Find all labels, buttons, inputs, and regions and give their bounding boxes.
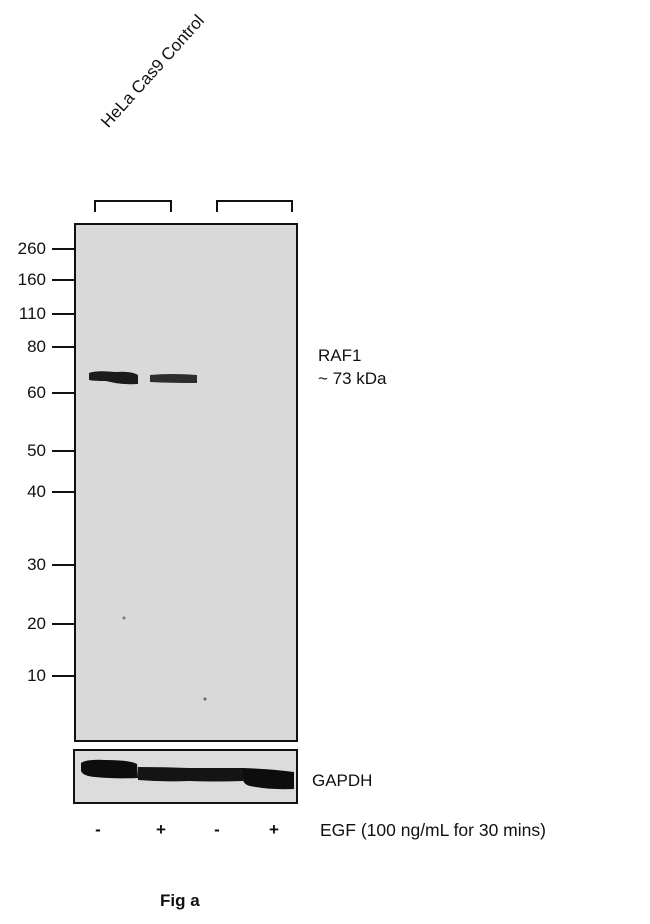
figure-label: Fig a <box>160 891 200 910</box>
treatment-sign-lane-4: + <box>269 820 279 839</box>
lane-group-bracket-1 <box>94 200 172 212</box>
marker-label: 40 <box>27 482 46 501</box>
treatment-sign-lane-3: - <box>214 820 220 839</box>
gapdh-blot <box>73 749 298 804</box>
gapdh-band-lane-1 <box>81 759 138 779</box>
marker-tick <box>52 450 75 452</box>
marker-tick <box>52 248 75 250</box>
marker-label: 50 <box>27 441 46 460</box>
marker-tick <box>52 313 75 315</box>
marker-label: 160 <box>17 270 46 289</box>
marker-tick <box>52 279 75 281</box>
gapdh-band-lane-4 <box>243 768 294 790</box>
marker-tick <box>52 623 75 625</box>
marker-label: 60 <box>27 383 46 402</box>
blot-speck <box>122 616 126 620</box>
marker-tick <box>52 392 75 394</box>
marker-label: 30 <box>27 555 46 574</box>
gapdh-band-lane-2 <box>138 767 189 782</box>
marker-label: 80 <box>27 337 46 356</box>
target-name: RAF1 <box>318 346 362 365</box>
marker-tick <box>52 675 75 677</box>
sample-label: HeLa Cas9 Control <box>97 11 208 132</box>
treatment-sign-lane-1: - <box>95 820 101 839</box>
marker-tick <box>52 346 75 348</box>
lane-group-bracket-2 <box>216 200 293 212</box>
blot-speck <box>203 697 207 701</box>
marker-tick <box>52 491 75 493</box>
loading-control-label: GAPDH <box>312 771 373 790</box>
treatment-sign-lane-2: + <box>156 820 166 839</box>
marker-tick <box>52 564 75 566</box>
gapdh-band-lane-3 <box>189 768 243 782</box>
marker-label: 10 <box>27 666 46 685</box>
raf1-blot <box>74 223 298 742</box>
target-size: ~ 73 kDa <box>318 369 387 388</box>
marker-label: 260 <box>17 239 46 258</box>
treatment-label: EGF (100 ng/mL for 30 mins) <box>320 820 546 840</box>
raf1-band-lane-1 <box>89 371 138 385</box>
raf1-band-lane-2 <box>150 374 197 383</box>
marker-label: 20 <box>27 614 46 633</box>
marker-label: 110 <box>18 304 46 323</box>
